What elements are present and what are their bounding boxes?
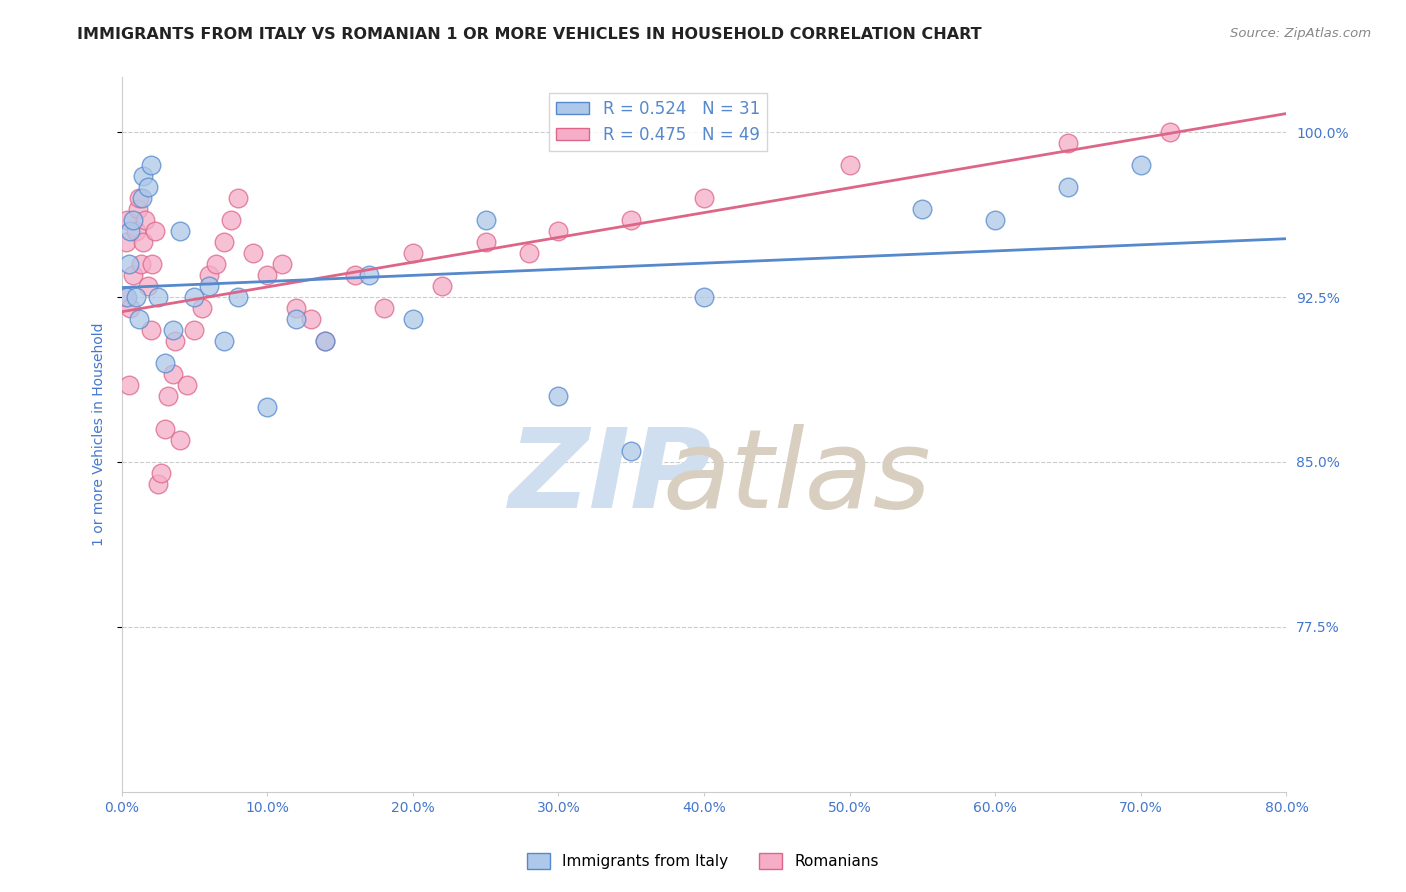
Point (114, 290, 136, 304)
Point (212, 235, 235, 250)
Point (122, 213, 145, 227)
Point (911, 202, 934, 217)
Point (256, 400, 278, 414)
Point (136, 279, 159, 293)
Point (120, 301, 142, 315)
Point (693, 191, 716, 205)
Point (155, 356, 177, 370)
Point (118, 378, 141, 392)
Point (125, 290, 148, 304)
Point (132, 169, 155, 184)
Point (128, 191, 150, 205)
Point (205, 257, 228, 271)
Point (226, 290, 249, 304)
Y-axis label: 1 or more Vehicles in Household: 1 or more Vehicles in Household (93, 323, 107, 546)
Point (517, 246, 540, 260)
Point (285, 301, 308, 315)
Point (117, 290, 139, 304)
Point (299, 312, 322, 326)
Point (620, 444, 643, 458)
Point (474, 213, 496, 227)
Point (117, 213, 139, 227)
Point (128, 312, 150, 326)
Point (141, 257, 163, 271)
Point (132, 235, 155, 250)
Point (1057, 136, 1080, 151)
Point (139, 158, 162, 172)
Point (1159, 125, 1181, 139)
Point (1129, 158, 1152, 172)
Point (984, 213, 1007, 227)
Point (359, 268, 381, 283)
Point (115, 235, 138, 250)
Point (169, 224, 191, 238)
Text: ZIP: ZIP (509, 424, 713, 531)
Point (620, 213, 643, 227)
Point (402, 312, 425, 326)
Point (242, 246, 264, 260)
Point (118, 257, 141, 271)
Point (162, 367, 184, 381)
Point (212, 334, 235, 348)
Point (139, 323, 162, 337)
Point (157, 389, 180, 403)
Point (474, 235, 496, 250)
Point (176, 378, 198, 392)
Point (270, 257, 292, 271)
Point (547, 224, 569, 238)
Point (693, 290, 716, 304)
Point (198, 268, 221, 283)
Point (146, 477, 169, 491)
Point (146, 290, 169, 304)
Text: Source: ZipAtlas.com: Source: ZipAtlas.com (1230, 27, 1371, 40)
Point (155, 422, 177, 436)
Point (547, 389, 569, 403)
Point (125, 224, 148, 238)
Point (143, 224, 166, 238)
Point (285, 312, 308, 326)
Point (219, 213, 242, 227)
Point (314, 334, 336, 348)
Point (120, 224, 142, 238)
Point (129, 257, 152, 271)
Text: IMMIGRANTS FROM ITALY VS ROMANIAN 1 OR MORE VEHICLES IN HOUSEHOLD CORRELATION CH: IMMIGRANTS FROM ITALY VS ROMANIAN 1 OR M… (77, 27, 981, 42)
Point (1057, 180, 1080, 194)
Point (136, 180, 159, 194)
Point (226, 191, 249, 205)
Point (314, 334, 336, 348)
Legend: Immigrants from Italy, Romanians: Immigrants from Italy, Romanians (522, 847, 884, 875)
Point (131, 191, 153, 205)
Point (183, 290, 205, 304)
Point (373, 301, 395, 315)
Point (256, 268, 278, 283)
Legend: R = 0.524   N = 31, R = 0.475   N = 49: R = 0.524 N = 31, R = 0.475 N = 49 (550, 93, 766, 151)
Point (402, 246, 425, 260)
Text: atlas: atlas (662, 424, 932, 531)
Point (190, 301, 212, 315)
Point (343, 268, 366, 283)
Point (122, 268, 145, 283)
Point (127, 202, 149, 217)
Point (169, 433, 191, 447)
Point (198, 279, 221, 293)
Point (430, 279, 453, 293)
Point (149, 466, 172, 480)
Point (838, 158, 860, 172)
Point (183, 323, 205, 337)
Point (165, 334, 187, 348)
Point (134, 213, 156, 227)
Point (162, 323, 184, 337)
